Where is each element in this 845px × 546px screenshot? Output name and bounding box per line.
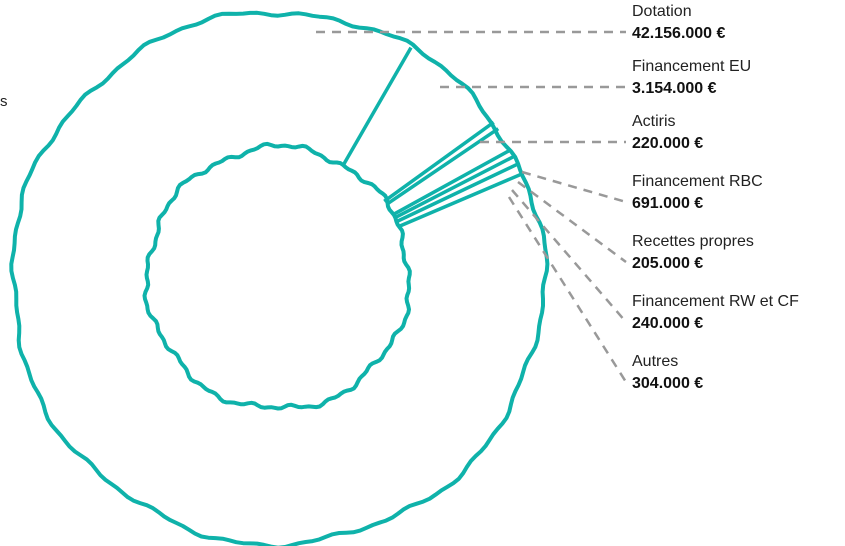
outer-ring: [9, 10, 550, 546]
leader-line: [521, 170, 627, 204]
slice-label-name: Actiris: [632, 113, 676, 130]
slice-label-value: 3.154.000 €: [632, 80, 717, 97]
slice-label-value: 240.000 €: [632, 315, 703, 332]
slice-divider: [342, 46, 413, 166]
slice-label-value: 205.000 €: [632, 255, 703, 272]
slice-label-name: Dotation: [632, 3, 692, 20]
slice-label-value: 304.000 €: [632, 375, 703, 392]
slice-label-name: Financement RW et CF: [632, 293, 799, 310]
slice-divider: [395, 162, 519, 224]
slice-divider: [391, 148, 512, 217]
inner-ring: [142, 141, 412, 411]
slice-divider: [397, 172, 524, 229]
slice-labels: Dotation 42.156.000 € Financement EU 3.154.…: [632, 3, 799, 392]
slice-label-value: 220.000 €: [632, 135, 703, 152]
slice-divider: [393, 154, 516, 220]
slice-label-name: Financement RBC: [632, 173, 763, 190]
cut-off-text: s: [0, 93, 8, 110]
leader-lines: [316, 30, 628, 383]
slice-divider: [383, 120, 495, 203]
leader-line: [517, 180, 627, 264]
leader-line: [511, 189, 627, 323]
slice-label-name: Autres: [632, 353, 678, 370]
slice-label-value: 691.000 €: [632, 195, 703, 212]
slice-dividers: [342, 46, 524, 229]
slice-divider: [385, 127, 500, 206]
leader-line: [507, 196, 628, 383]
donut-ring: [9, 10, 550, 546]
slice-label-name: Financement EU: [632, 58, 751, 75]
slice-label-name: Recettes propres: [632, 233, 754, 250]
slice-label-value: 42.156.000 €: [632, 25, 726, 42]
